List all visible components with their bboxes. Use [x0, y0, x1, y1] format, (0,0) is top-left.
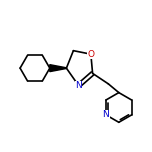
Polygon shape: [50, 65, 66, 72]
Text: N: N: [103, 110, 109, 119]
Text: O: O: [87, 50, 94, 59]
Text: N: N: [75, 81, 82, 90]
